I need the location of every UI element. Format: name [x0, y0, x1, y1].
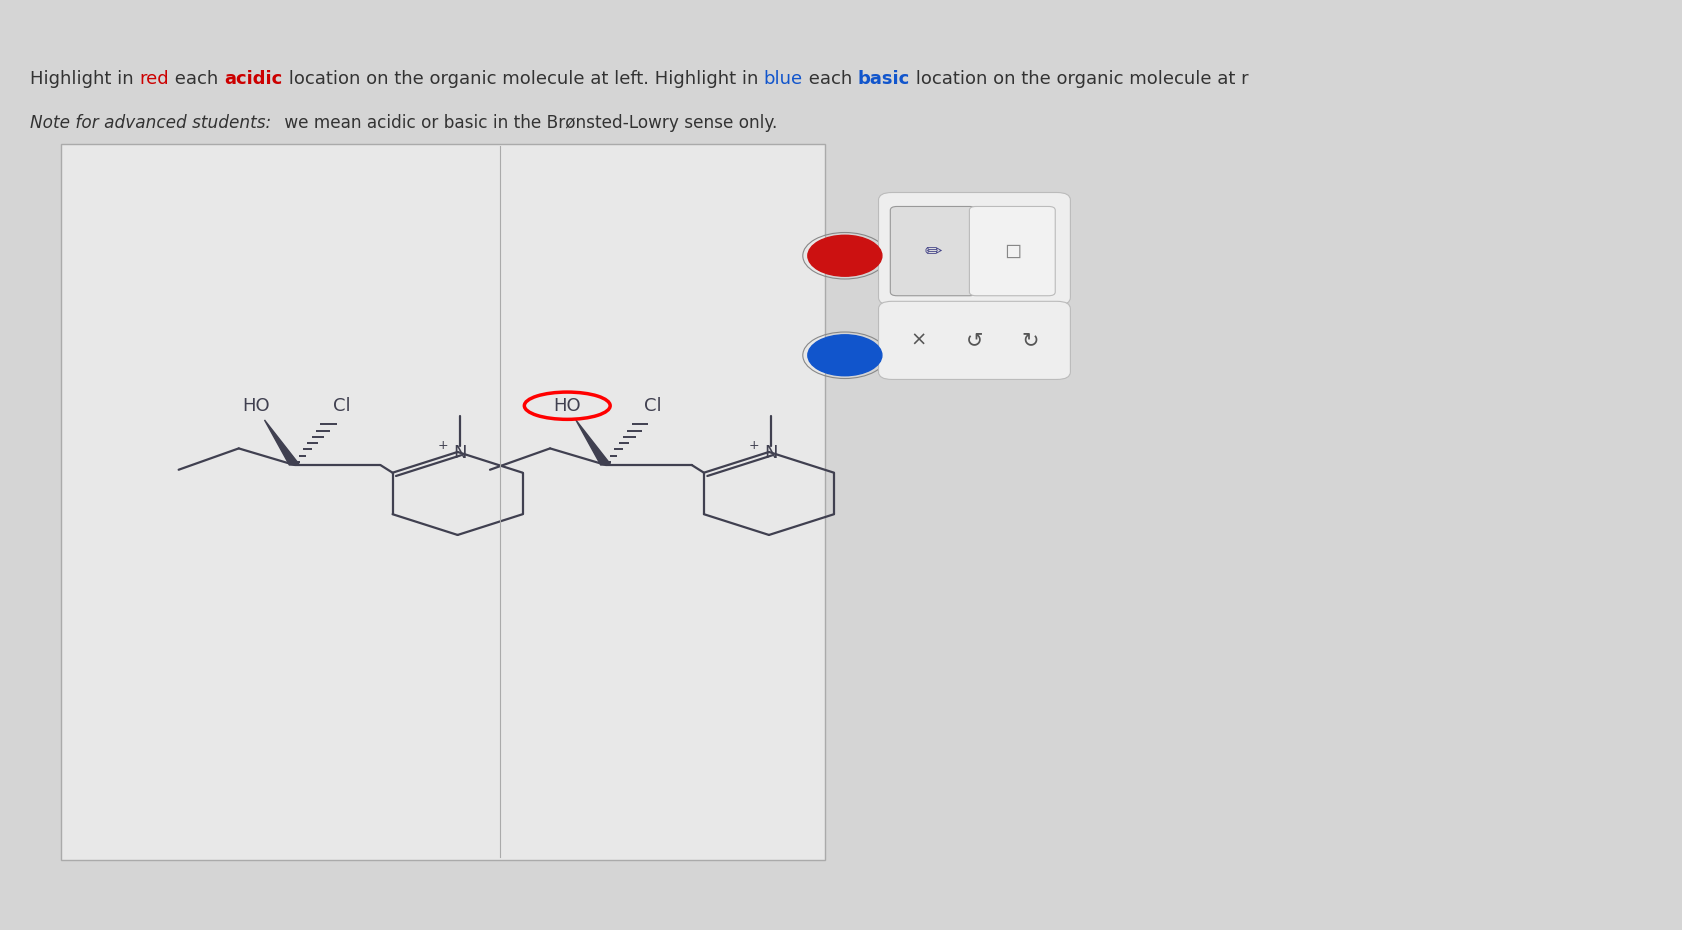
Text: ◻: ◻ — [1002, 241, 1021, 261]
Text: location on the organic molecule at left. Highlight in: location on the organic molecule at left… — [283, 70, 764, 88]
Text: basic: basic — [858, 70, 910, 88]
FancyBboxPatch shape — [61, 144, 824, 860]
FancyBboxPatch shape — [890, 206, 976, 296]
Text: Note for advanced students:: Note for advanced students: — [30, 113, 271, 132]
Text: N: N — [452, 445, 466, 462]
Circle shape — [807, 335, 881, 376]
Text: ↻: ↻ — [1021, 330, 1038, 351]
Text: ✏: ✏ — [923, 241, 942, 261]
Circle shape — [807, 235, 881, 276]
Text: ↺: ↺ — [965, 330, 982, 351]
Text: red: red — [140, 70, 170, 88]
FancyBboxPatch shape — [878, 301, 1070, 379]
Text: Cl: Cl — [644, 397, 661, 415]
Text: blue: blue — [764, 70, 802, 88]
FancyBboxPatch shape — [969, 206, 1055, 296]
Text: each: each — [802, 70, 858, 88]
Text: each: each — [170, 70, 224, 88]
Text: Cl: Cl — [333, 397, 350, 415]
Text: we mean acidic or basic in the Brønsted-Lowry sense only.: we mean acidic or basic in the Brønsted-… — [279, 113, 777, 132]
FancyBboxPatch shape — [878, 193, 1070, 305]
Text: N: N — [764, 445, 777, 462]
Text: HO: HO — [242, 397, 269, 415]
Text: location on the organic molecule at r: location on the organic molecule at r — [910, 70, 1248, 88]
Text: +: + — [748, 439, 759, 452]
Polygon shape — [264, 420, 299, 465]
Text: HO: HO — [553, 397, 580, 415]
Text: +: + — [437, 439, 447, 452]
Text: acidic: acidic — [224, 70, 283, 88]
Text: Highlight in: Highlight in — [30, 70, 140, 88]
Text: ×: × — [910, 331, 927, 350]
Polygon shape — [575, 420, 611, 465]
